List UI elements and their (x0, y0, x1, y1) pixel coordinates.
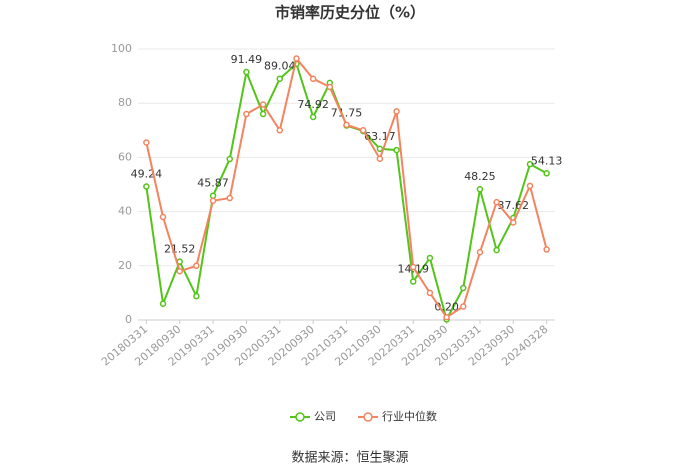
point (226, 194, 233, 202)
value-label: 71.75 (331, 107, 363, 120)
value-label: 48.25 (464, 170, 496, 183)
legend-marker (295, 412, 305, 422)
point (476, 185, 484, 193)
point (376, 145, 384, 153)
value-label: 49.24 (131, 168, 163, 181)
point (510, 219, 517, 226)
point (493, 246, 500, 254)
legend-label: 行业中位数 (382, 409, 437, 423)
point (409, 263, 417, 271)
point (143, 139, 150, 146)
point (426, 289, 434, 297)
point (226, 155, 233, 163)
value-label: 45.87 (197, 177, 229, 190)
point (209, 192, 217, 199)
point (393, 146, 400, 154)
point (309, 75, 317, 83)
point (176, 267, 183, 275)
y-tick-label: 40 (118, 205, 132, 218)
point (460, 284, 467, 292)
point (543, 170, 550, 177)
point (326, 83, 334, 91)
point (460, 303, 467, 310)
point (476, 249, 484, 256)
source: 数据来源：恒生聚源 (291, 451, 408, 466)
point (543, 246, 550, 253)
point (526, 182, 534, 190)
value-label: 74.92 (297, 98, 329, 111)
legend-label: 公司 (314, 410, 336, 423)
value-label: 21.52 (164, 243, 196, 256)
point (493, 198, 500, 206)
point (343, 121, 350, 129)
value-label: 54.13 (531, 154, 563, 167)
value-label: 91.49 (231, 53, 263, 66)
point (276, 75, 284, 82)
point (293, 55, 300, 62)
point (443, 314, 450, 321)
point (526, 160, 534, 168)
value-label: 37.62 (498, 199, 530, 212)
point (409, 278, 417, 285)
chart-title: 市销率历史分位（%） (275, 4, 425, 22)
y-tick-label: 0 (125, 313, 132, 326)
point (159, 300, 167, 307)
point (243, 110, 250, 118)
point (426, 254, 434, 262)
y-tick-label: 100 (111, 42, 132, 55)
legend-marker (363, 412, 373, 422)
series-line (145, 62, 548, 323)
point (276, 127, 284, 134)
point (143, 183, 150, 190)
point (243, 68, 250, 76)
value-label: 89.04 (264, 60, 296, 73)
point (393, 108, 400, 115)
point (209, 197, 217, 205)
value-label: 0.20 (434, 300, 459, 313)
point (159, 213, 167, 221)
point (376, 155, 384, 163)
value-label: 63.17 (364, 130, 396, 143)
point (359, 127, 367, 134)
point (259, 110, 267, 118)
point (193, 262, 200, 270)
y-tick-label: 60 (118, 150, 132, 163)
point (309, 113, 317, 121)
point (259, 101, 267, 108)
y-tick-label: 80 (118, 96, 132, 109)
point (193, 292, 200, 300)
y-tick-label: 20 (118, 259, 132, 272)
